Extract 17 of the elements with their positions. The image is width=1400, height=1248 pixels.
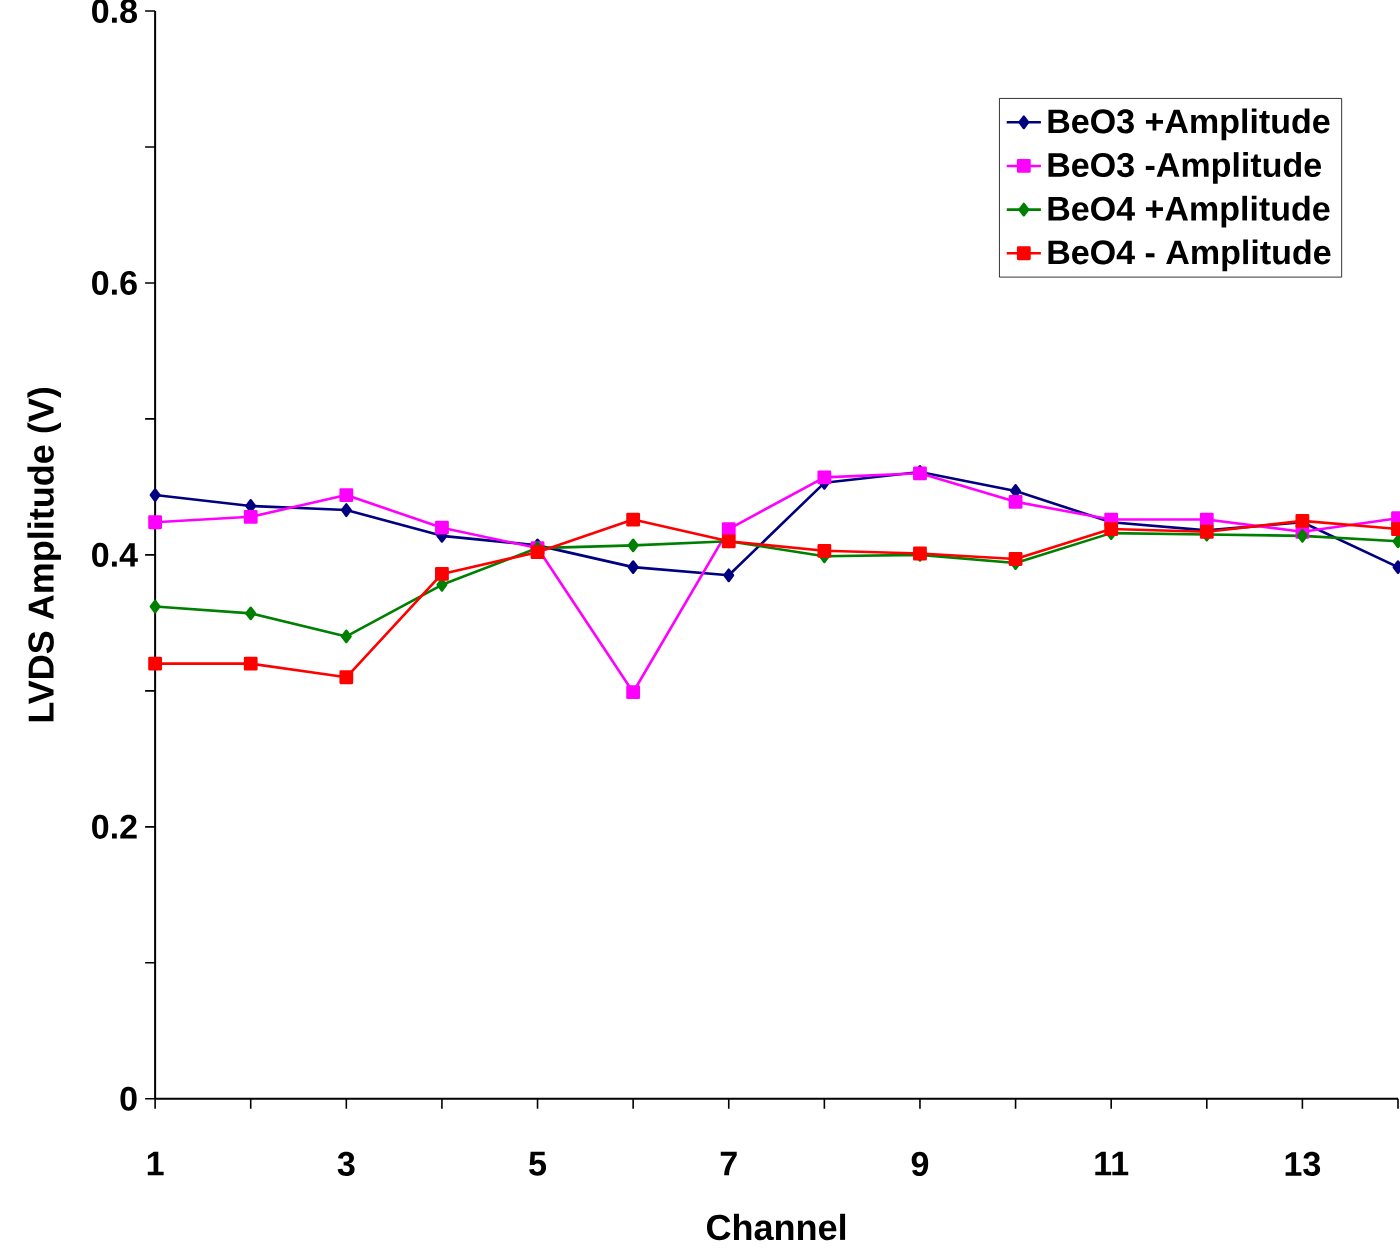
legend-label: BeO3 -Amplitude: [1048, 152, 1322, 184]
legend-label: BeO3 +Amplitude: [1048, 108, 1330, 141]
x-axis-title: Channel: [706, 1213, 846, 1241]
y-tick-label: 0.2: [92, 814, 137, 839]
y-tick-label: 0.6: [92, 270, 137, 296]
x-tick-label: 9: [911, 1151, 929, 1177]
y-axis-title: LVDS Amplitude (V): [27, 387, 61, 722]
x-tick-label: 1: [147, 1151, 164, 1176]
legend-label: BeO4 - Amplitude: [1048, 239, 1331, 272]
x-tick-label: 3: [337, 1151, 355, 1177]
y-tick-label: 0.4: [92, 542, 138, 568]
legend-label: BeO4 +Amplitude: [1048, 195, 1330, 228]
x-tick-label: 5: [529, 1151, 547, 1176]
x-tick-label: 13: [1285, 1151, 1321, 1177]
y-tick-label: 0: [120, 1086, 137, 1111]
x-tick-label: 7: [720, 1151, 737, 1176]
x-tick-label: 11: [1095, 1151, 1129, 1176]
